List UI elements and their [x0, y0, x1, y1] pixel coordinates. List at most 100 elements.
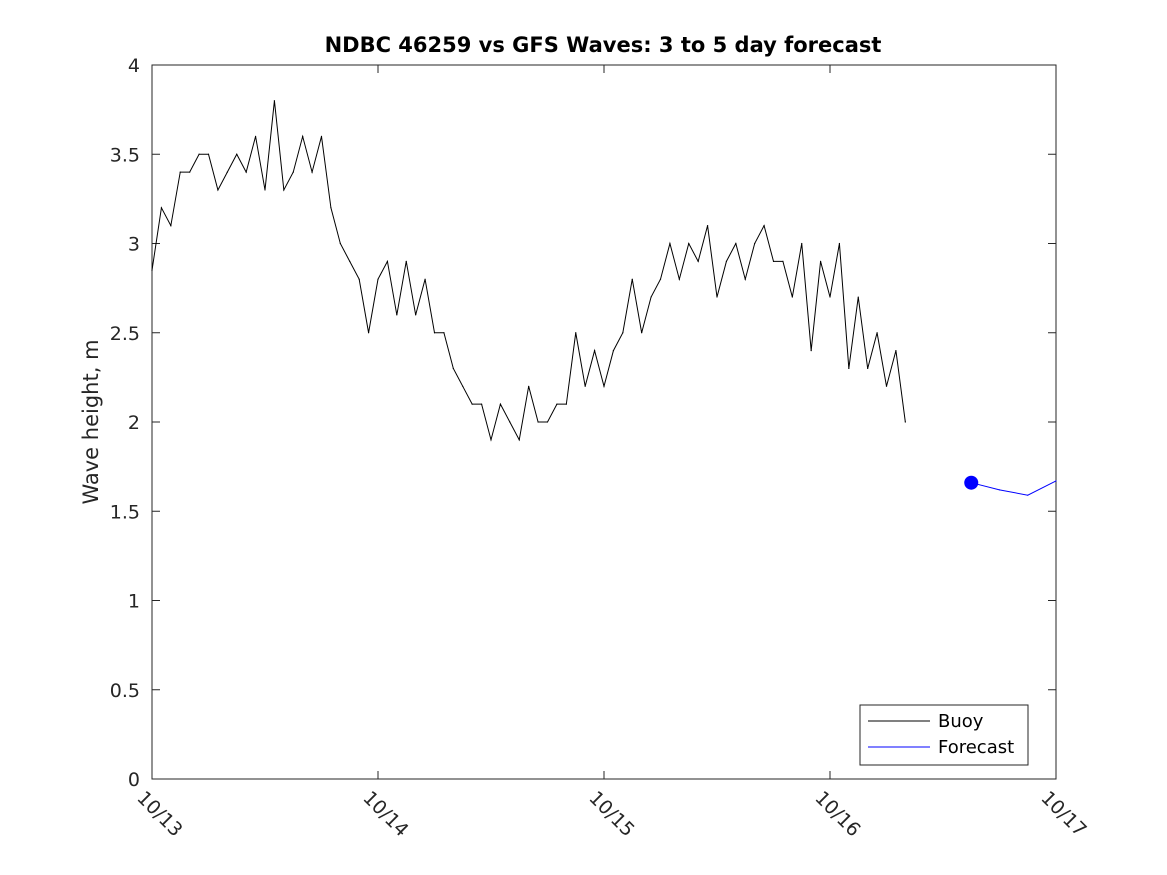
y-tick-label: 1 [128, 591, 140, 613]
data-point-buoy [254, 135, 257, 137]
data-point-buoy [528, 385, 530, 387]
data-point-buoy [546, 421, 549, 423]
data-point-buoy [179, 171, 181, 173]
data-point-buoy [245, 171, 247, 173]
data-point-buoy [358, 278, 360, 280]
chart-title: NDBC 46259 vs GFS Waves: 3 to 5 day fore… [325, 33, 882, 57]
data-point-buoy [754, 242, 756, 245]
legend-label-buoy: Buoy [938, 711, 984, 732]
data-point-buoy [706, 225, 709, 227]
data-point-buoy [631, 278, 633, 280]
data-point-buoy [857, 296, 859, 298]
data-point-buoy [189, 171, 191, 173]
data-point-buoy [603, 385, 605, 387]
series-start-marker-forecast [964, 475, 979, 490]
legend-box [859, 704, 1029, 766]
data-point-buoy [622, 332, 624, 334]
data-point-buoy [584, 385, 586, 387]
y-tick-label: 2 [128, 412, 140, 434]
data-point-buoy [302, 135, 304, 137]
data-point-buoy [829, 296, 831, 298]
y-tick-label: 1.5 [110, 501, 140, 523]
data-point-buoy [556, 403, 558, 405]
data-point-buoy [735, 242, 737, 245]
data-point-buoy [207, 153, 210, 155]
legend: Buoy Forecast [859, 704, 1029, 766]
data-point-forecast [1055, 480, 1057, 482]
data-point-forecast [998, 489, 1001, 491]
data-point-buoy [349, 260, 351, 262]
x-tick-label: 10/14 [358, 787, 412, 841]
data-point-buoy [292, 171, 294, 173]
data-point-buoy [895, 350, 897, 352]
data-point-buoy [386, 260, 389, 262]
data-point-buoy [480, 403, 483, 405]
data-point-buoy [593, 350, 596, 352]
data-point-buoy [330, 207, 332, 209]
data-point-buoy [518, 439, 520, 441]
data-point-buoy [819, 260, 822, 262]
data-point-buoy [876, 332, 878, 334]
data-point-buoy [236, 153, 238, 155]
data-point-forecast [1027, 494, 1029, 496]
data-point-buoy [885, 385, 888, 387]
data-point-buoy [396, 314, 398, 316]
data-point-buoy [716, 296, 718, 298]
data-point-buoy [499, 403, 502, 405]
data-point-buoy [283, 189, 285, 191]
data-point-buoy [744, 278, 746, 280]
data-point-buoy [405, 260, 407, 262]
data-point-buoy [575, 332, 577, 334]
data-point-buoy [452, 367, 454, 370]
data-point-buoy [848, 367, 850, 370]
data-point-buoy [217, 189, 219, 191]
data-point-buoy [339, 242, 341, 245]
data-point-buoy [433, 332, 436, 334]
data-point-buoy [641, 332, 643, 334]
y-axis: 0 0.5 1 1.5 2 2.5 3 3.5 4 [110, 55, 1056, 791]
data-point-buoy [264, 189, 266, 191]
y-tick-label: 4 [128, 55, 140, 77]
x-tick-label: 10/15 [584, 787, 638, 841]
data-point-buoy [160, 207, 163, 209]
legend-label-forecast: Forecast [938, 737, 1014, 758]
data-point-buoy [697, 260, 699, 262]
data-point-buoy [320, 135, 323, 137]
data-point-buoy [226, 171, 228, 173]
x-tick-label: 10/17 [1036, 787, 1090, 841]
data-point-buoy [650, 296, 652, 298]
y-tick-label: 3 [128, 234, 140, 256]
x-tick-label: 10/16 [810, 787, 864, 841]
data-point-buoy [311, 171, 313, 173]
data-point-buoy [273, 100, 276, 102]
data-point-buoy [537, 421, 539, 423]
plot-area [152, 65, 1056, 779]
y-tick-label: 2.5 [110, 323, 140, 345]
data-point-buoy [612, 350, 615, 352]
data-point-buoy [471, 403, 473, 405]
data-point-buoy [782, 260, 784, 262]
data-point-buoy [725, 260, 728, 262]
data-point-buoy [443, 332, 445, 334]
data-point-buoy [669, 242, 671, 245]
data-point-buoy [867, 367, 869, 370]
data-point-buoy [462, 385, 464, 387]
y-axis-label: Wave height, m [79, 339, 103, 504]
data-point-buoy [170, 225, 172, 227]
data-point-buoy [198, 153, 200, 155]
series-layer [151, 100, 1057, 496]
data-point-buoy [838, 242, 841, 245]
data-point-buoy [791, 296, 793, 298]
data-point-buoy [565, 403, 567, 405]
y-tick-label: 0.5 [110, 680, 140, 702]
data-point-buoy [377, 278, 379, 280]
data-point-buoy [904, 421, 906, 423]
data-point-buoy [678, 278, 680, 280]
y-tick-label: 0 [128, 769, 140, 791]
data-point-buoy [424, 278, 426, 280]
data-point-buoy [415, 314, 417, 316]
data-point-buoy [772, 260, 775, 262]
data-point-buoy [151, 269, 153, 271]
data-point-buoy [490, 439, 492, 441]
